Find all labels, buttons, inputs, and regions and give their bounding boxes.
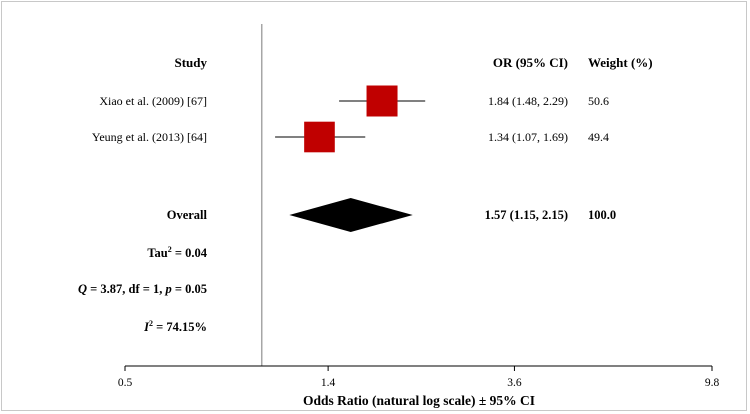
tau2-prefix: Tau	[147, 246, 167, 260]
x-tick-label: 3.6	[507, 377, 522, 389]
q-end: = 0.05	[172, 282, 207, 296]
study-label: Yeung et al. (2013) [64]	[92, 130, 207, 144]
forest-marks	[275, 85, 426, 232]
tau2-stat: Tau2 = 0.04	[147, 245, 207, 260]
study-weight: 49.4	[588, 130, 609, 144]
overall-or-text: 1.57 (1.15, 2.15)	[485, 208, 568, 222]
tau2-suffix: = 0.04	[172, 246, 208, 260]
p-symbol: p	[165, 282, 172, 296]
header-weight: Weight (%)	[588, 55, 653, 70]
study-label: Xiao et al. (2009) [67]	[99, 94, 207, 108]
q-symbol: Q	[78, 282, 87, 296]
study-weight: 50.6	[588, 94, 609, 108]
x-tick-label: 1.4	[321, 377, 336, 389]
i2-prefix: I	[143, 320, 150, 334]
i2-stat: I2 = 74.15%	[143, 319, 207, 334]
q-mid: = 3.87, df = 1,	[87, 282, 166, 296]
i2-sup: 2	[149, 319, 153, 328]
header-study: Study	[174, 55, 207, 70]
x-tick-label: 9.8	[705, 377, 720, 389]
study-or-text: 1.34 (1.07, 1.69)	[488, 130, 568, 144]
overall-label: Overall	[167, 208, 208, 222]
tau2-sup: 2	[168, 245, 172, 254]
overall-weight: 100.0	[588, 208, 616, 222]
study-point-box	[304, 121, 335, 153]
header-or: OR (95% CI)	[493, 55, 568, 70]
i2-suffix: = 74.15%	[153, 320, 207, 334]
study-or-text: 1.84 (1.48, 2.29)	[488, 94, 568, 108]
x-axis-label: Odds Ratio (natural log scale) ± 95% CI	[303, 393, 535, 408]
x-tick-label: 0.5	[118, 377, 133, 389]
q-stat: Q = 3.87, df = 1, p = 0.05	[78, 282, 207, 296]
study-point-box	[366, 85, 398, 117]
overall-diamond	[289, 198, 413, 232]
x-axis-ticks: 0.5 1.4 3.6 9.8	[118, 366, 720, 389]
